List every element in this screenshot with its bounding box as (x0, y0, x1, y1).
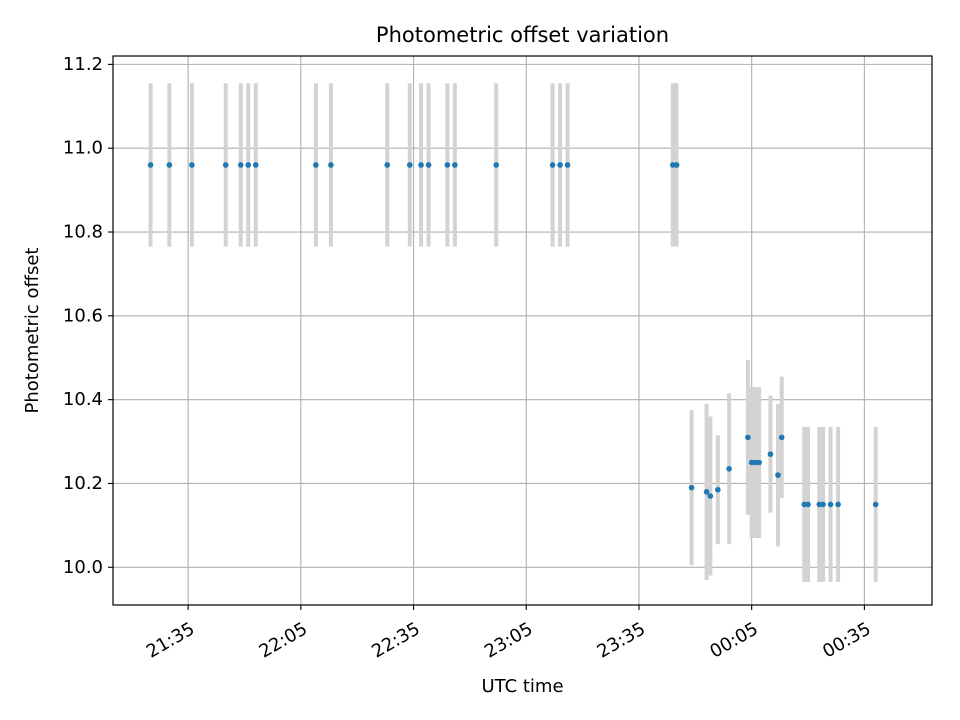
data-point (715, 486, 721, 493)
data-point (726, 465, 732, 472)
data-point (452, 162, 458, 168)
y-tick-label: 10.6 (63, 305, 103, 326)
y-tick-label: 11.0 (63, 138, 103, 159)
y-tick-label: 11.2 (63, 54, 103, 75)
data-point (418, 162, 424, 168)
data-point (767, 451, 774, 457)
y-tick-label: 10.4 (63, 389, 103, 410)
y-tick-label: 10.0 (63, 557, 103, 578)
x-axis-title: UTC time (481, 676, 563, 697)
data-point (835, 501, 841, 508)
data-point (827, 501, 834, 508)
data-point (252, 162, 259, 168)
plot-frame (112, 55, 933, 606)
data-point (707, 493, 714, 499)
y-axis-ticks: 10.0 10.2 10.4 10.6 10.8 11.0 11.2 (63, 54, 113, 578)
data-point (444, 162, 451, 168)
data-point (557, 162, 563, 168)
data-point (166, 162, 173, 168)
chart-title: Photometric offset variation (376, 23, 669, 47)
data-point (756, 459, 762, 466)
data-point (564, 162, 571, 168)
data-point (245, 162, 252, 168)
data-point (237, 162, 244, 168)
data-point (425, 162, 432, 168)
data-point (820, 501, 826, 508)
data-point (872, 501, 879, 508)
y-tick-label: 10.2 (63, 473, 103, 494)
data-point (222, 162, 229, 168)
data-point (406, 162, 413, 168)
data-point (189, 162, 195, 168)
data-point (745, 434, 751, 441)
data-point (384, 162, 391, 168)
data-point (778, 434, 785, 441)
data-point (688, 484, 695, 491)
data-point (703, 489, 710, 495)
data-point (328, 162, 334, 168)
data-point (775, 472, 781, 478)
data-point (147, 162, 154, 168)
data-point (549, 162, 556, 168)
data-points (147, 162, 879, 508)
y-axis-title: Photometric offset (22, 248, 43, 414)
data-point (493, 162, 500, 168)
data-point (313, 162, 319, 168)
data-point (805, 501, 811, 508)
y-tick-label: 10.8 (63, 222, 103, 243)
data-point (673, 162, 680, 168)
